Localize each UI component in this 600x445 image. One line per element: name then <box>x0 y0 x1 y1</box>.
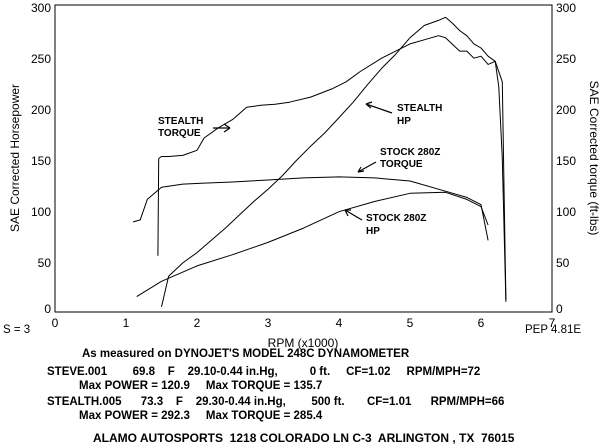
annotation-label: STEALTH <box>397 103 442 114</box>
arrow-head-icon <box>344 209 351 217</box>
y-left-tick: 0 <box>44 302 51 316</box>
arrow-head-icon <box>357 166 365 173</box>
x-tick: 6 <box>478 316 485 330</box>
annotation-stock-torque: STOCK 280Z TORQUE <box>357 147 440 173</box>
y-left-tick: 50 <box>38 256 52 270</box>
y-left-tick: 150 <box>31 154 51 168</box>
y-right-axis-title: SAE Corrected torque (ft-lbs) <box>587 81 600 236</box>
x-tick: 5 <box>407 316 414 330</box>
x-tick: 3 <box>265 316 272 330</box>
y-left-axis-title: SAE Corrected Horsepower <box>8 84 22 232</box>
y-left-tick: 250 <box>31 52 51 66</box>
annotation-arrow <box>344 209 363 221</box>
annotation-stealth-hp: STEALTH HP <box>365 101 442 127</box>
series-line-stealth-torque <box>157 35 507 302</box>
series-layer <box>132 16 507 308</box>
y-left-tick: 200 <box>31 103 51 117</box>
arrow-head-icon <box>365 101 373 109</box>
annotation-arrow <box>365 103 393 114</box>
annotation-label: TORQUE <box>158 128 201 139</box>
x-tick: 1 <box>123 316 130 330</box>
arrow-head-icon <box>223 123 231 133</box>
annotation-stealth-torque: STEALTH TORQUE <box>158 116 231 139</box>
x-tick: 2 <box>194 316 201 330</box>
annotation-label: STOCK 280Z <box>380 147 440 158</box>
annotation-label: HP <box>397 116 411 127</box>
annotation-label: HP <box>366 226 380 237</box>
x-tick: 0 <box>52 316 59 330</box>
y-right-tick: 200 <box>556 103 576 117</box>
x-tick: 4 <box>336 316 343 330</box>
y-right-tick: 250 <box>556 52 576 66</box>
series-line-stealth-hp <box>161 16 507 308</box>
series-line-stock-280z-hp <box>136 191 489 298</box>
y-right-tick: 300 <box>556 1 576 15</box>
annotation-label: STOCK 280Z <box>366 213 426 224</box>
x-axis-title: RPM (x1000) <box>268 336 339 350</box>
y-left-tick: 100 <box>31 205 51 219</box>
y-right-tick: 100 <box>556 205 576 219</box>
plot-frame <box>54 4 553 313</box>
y-right-tick: 150 <box>556 154 576 168</box>
annotation-label: STEALTH <box>158 116 203 127</box>
annotation-stock-hp: STOCK 280Z HP <box>344 209 426 237</box>
y-left-tick: 300 <box>31 1 51 15</box>
y-right-tick: 50 <box>556 256 570 270</box>
annotation-label: TORQUE <box>380 159 423 170</box>
series-line-stock-280z-torque <box>132 176 489 241</box>
annotation-arrow <box>357 161 377 173</box>
x-tick: 7 <box>549 316 556 330</box>
y-right-tick: 0 <box>556 302 563 316</box>
